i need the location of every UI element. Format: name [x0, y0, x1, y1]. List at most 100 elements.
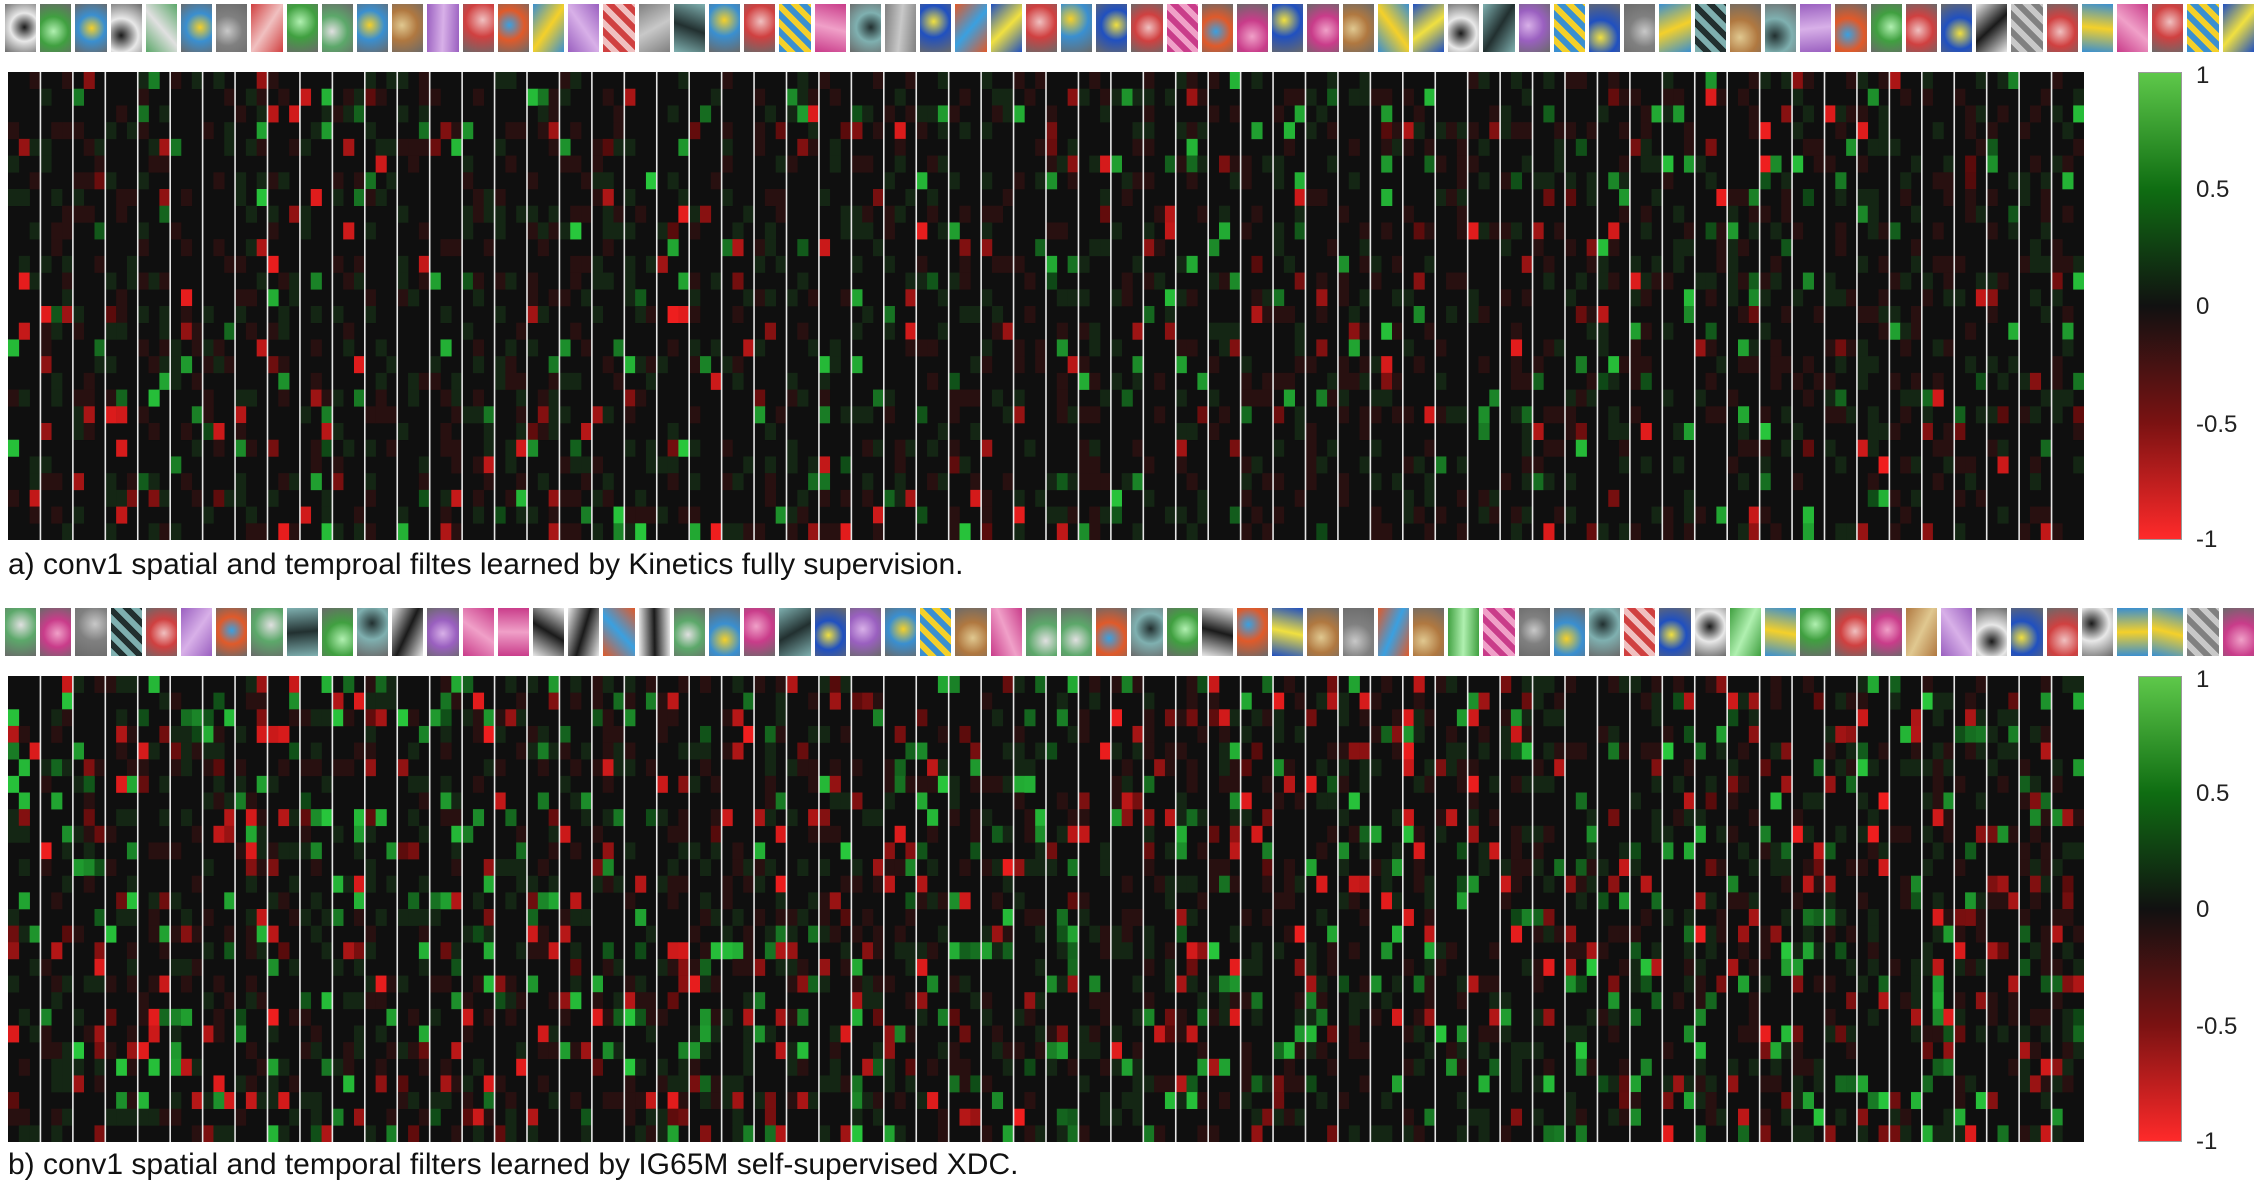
heatmap-cell [1867, 473, 1879, 491]
heatmap-cell [386, 1108, 398, 1126]
heatmap-cell [1294, 489, 1306, 507]
heatmap-cell [1197, 1008, 1209, 1026]
heatmap-cell [72, 189, 84, 207]
heatmap-cell [548, 1092, 560, 1110]
heatmap-cell [2073, 975, 2084, 993]
heatmap-cell [310, 439, 322, 457]
heatmap-cell [1283, 1058, 1295, 1076]
heatmap-cell [462, 709, 474, 727]
heatmap-cell [1316, 339, 1328, 357]
heatmap-cell [927, 372, 939, 390]
heatmap-cell [343, 1075, 355, 1093]
heatmap-cell [635, 875, 647, 893]
heatmap-cell [1932, 1058, 1944, 1076]
heatmap-cell [1683, 909, 1696, 926]
heatmap-cell [2051, 975, 2063, 993]
heatmap-cell [527, 339, 539, 357]
heatmap-cell [797, 859, 809, 877]
heatmap-cell [1413, 676, 1425, 693]
heatmap-cell [1846, 406, 1858, 424]
heatmap-cell [591, 1008, 603, 1026]
heatmap-cell [656, 709, 668, 727]
heatmap-cell [1294, 792, 1306, 810]
heatmap-cell [721, 473, 733, 491]
heatmap-cell [1943, 289, 1955, 307]
heatmap-cell [1619, 925, 1631, 943]
heatmap-cell [559, 456, 571, 474]
heatmap-cell [1002, 925, 1014, 943]
heatmap-cell [905, 105, 917, 123]
heatmap-cell [1543, 339, 1555, 357]
heatmap-cell [213, 742, 225, 760]
heatmap-cell [1727, 759, 1739, 777]
heatmap-cell [1078, 88, 1090, 106]
heatmap-cell [570, 489, 582, 507]
heatmap-cell [873, 122, 885, 140]
heatmap-cell [1921, 859, 1933, 877]
heatmap-cell [1673, 205, 1685, 223]
heatmap-cell [602, 189, 614, 207]
heatmap-cell [1954, 489, 1966, 507]
heatmap-cell [1078, 792, 1090, 810]
heatmap-cell [472, 389, 485, 407]
heatmap-cell [397, 506, 409, 524]
heatmap-cell [775, 692, 787, 710]
filter-thumbnail-strip-b [5, 608, 2260, 656]
heatmap-cell [494, 1075, 506, 1093]
heatmap-cell [256, 925, 268, 943]
heatmap-cell [1359, 356, 1371, 374]
heatmap-cell [624, 222, 636, 240]
heatmap-cell [1132, 742, 1144, 760]
heatmap-cell [1640, 1058, 1652, 1076]
heatmap-cell [245, 975, 257, 993]
heatmap-cell [1478, 1075, 1490, 1093]
heatmap-cell [267, 892, 279, 910]
heatmap-cell [570, 1092, 582, 1110]
heatmap-cell [1024, 759, 1036, 777]
heatmap-cell [883, 792, 895, 810]
heatmap-cell [1651, 759, 1663, 777]
heatmap-cell [83, 138, 95, 156]
heatmap-cell [689, 205, 701, 223]
heatmap-cell [1521, 155, 1533, 173]
heatmap-cell [1965, 172, 1977, 190]
heatmap-cell [2008, 72, 2020, 90]
heatmap-cell [1370, 692, 1382, 710]
heatmap-cell [829, 523, 841, 540]
heatmap-cell [1435, 339, 1447, 357]
heatmap-cell [170, 1025, 182, 1043]
heatmap-cell [1132, 909, 1144, 926]
heatmap-cell [1359, 239, 1371, 257]
heatmap-cell [916, 892, 928, 910]
heatmap-cell [1229, 709, 1241, 727]
heatmap-cell [1738, 239, 1750, 257]
heatmap-cell [570, 676, 582, 693]
heatmap-cell [332, 423, 344, 441]
heatmap-cell [1575, 942, 1587, 960]
heatmap-cell [527, 892, 539, 910]
filter-thumbnail [40, 608, 72, 656]
heatmap-cell [2073, 692, 2084, 710]
heatmap-cell [505, 339, 517, 357]
heatmap-cell [1986, 992, 1998, 1010]
heatmap-cell [818, 975, 831, 993]
heatmap-cell [1456, 1042, 1468, 1060]
heatmap-cell [1337, 289, 1350, 307]
heatmap-cell [1283, 676, 1295, 693]
heatmap-cell [2062, 172, 2074, 190]
heatmap-cell [1510, 842, 1523, 860]
heatmap-cell [721, 875, 733, 893]
heatmap-cell [991, 88, 1004, 106]
heatmap-cell [1532, 958, 1544, 976]
heatmap-cell [256, 942, 268, 960]
heatmap-cell [1748, 439, 1760, 457]
heatmap-cell [1283, 1075, 1295, 1093]
heatmap-cell [970, 992, 982, 1010]
heatmap-cell [321, 775, 333, 793]
heatmap-cell [1143, 809, 1155, 827]
heatmap-cell [1348, 875, 1360, 893]
heatmap-cell [1110, 809, 1122, 827]
heatmap-cell [548, 506, 560, 524]
heatmap-cell [148, 925, 160, 943]
heatmap-cell [970, 759, 982, 777]
